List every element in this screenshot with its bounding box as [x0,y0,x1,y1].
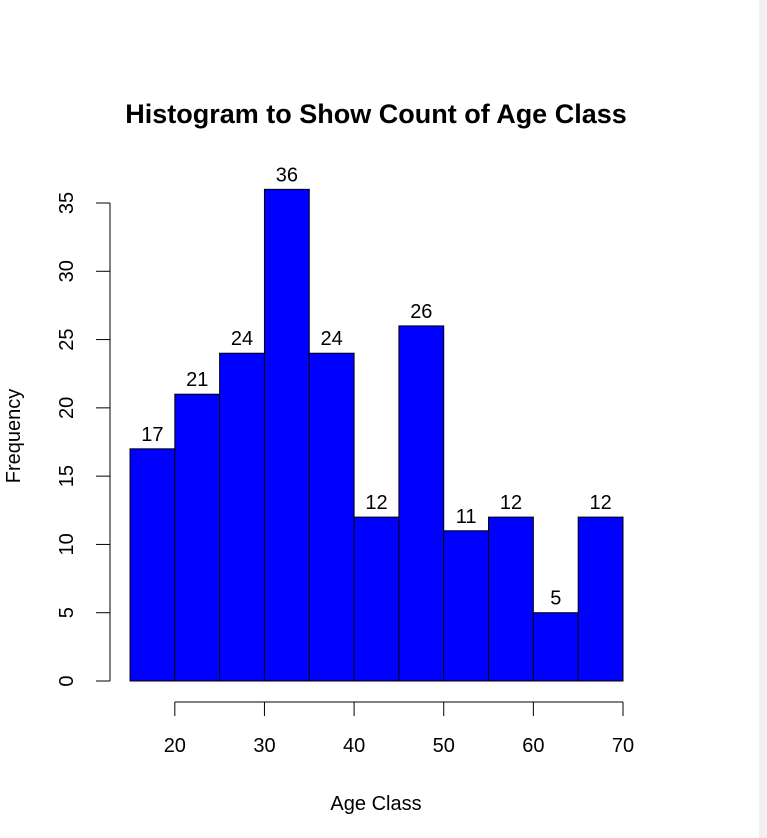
bar-value-label: 36 [276,164,298,186]
x-tick-label: 40 [343,735,365,757]
histogram-bar [532,612,579,682]
x-tick-label: 30 [253,735,275,757]
y-tick-label: 10 [56,533,78,555]
bar-value-label: 24 [231,328,253,350]
bar-value-label: 12 [500,492,522,514]
histogram-bar [263,188,310,682]
chart-title: Histogram to Show Count of Age Class [125,99,627,129]
bar-value-label: 5 [550,588,561,610]
y-axis: 0 5 10 15 20 25 30 35 [56,192,111,687]
bar-value-label: 26 [410,301,432,323]
bar-value-label: 12 [365,492,387,514]
bar-value-label: 11 [456,506,477,528]
scrollbar-strip [759,0,767,838]
histogram-bar [443,530,490,682]
histogram-bar [353,516,400,682]
x-tick-label: 60 [522,735,544,757]
y-tick-label: 20 [56,397,78,419]
x-tick-label: 50 [433,735,455,757]
bar-value-label: 12 [589,492,611,514]
y-axis-label: Frequency [3,389,25,484]
bar-value-label: 17 [141,424,163,446]
x-tick-label: 20 [164,735,186,757]
bar-value-label: 21 [186,369,208,391]
histogram-bar [488,516,534,682]
x-axis: 20 30 40 50 60 70 [164,701,634,757]
y-tick-label: 15 [56,465,78,487]
histogram-bar [398,325,445,682]
bar-labels-layer: 17 21 24 36 24 12 26 11 12 5 12 [141,164,611,609]
y-tick-label: 35 [56,192,78,214]
y-tick-label: 0 [56,675,78,686]
bars-layer [129,188,624,682]
x-tick-label: 70 [612,735,634,757]
histogram-bar [174,393,221,682]
y-tick-label: 25 [56,328,78,350]
histogram-bar [129,448,176,682]
bar-value-label: 24 [321,328,343,350]
histogram-bar [219,352,265,682]
x-axis-label: Age Class [330,793,421,815]
y-tick-label: 30 [56,260,78,282]
y-tick-label: 5 [56,607,78,618]
histogram-bar [577,516,624,682]
histogram-bar [308,352,355,682]
